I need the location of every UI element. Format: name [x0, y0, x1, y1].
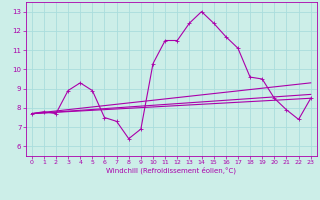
X-axis label: Windchill (Refroidissement éolien,°C): Windchill (Refroidissement éolien,°C) [106, 167, 236, 174]
